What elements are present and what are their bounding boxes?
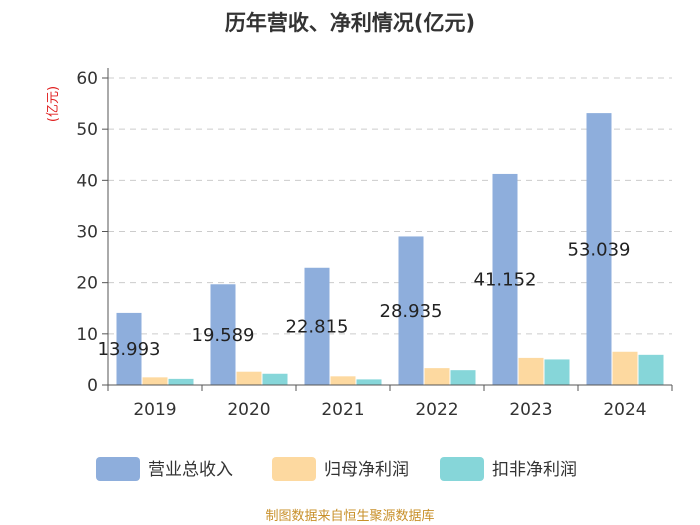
x-tick-label: 2020 <box>227 400 270 420</box>
x-tick-label: 2023 <box>509 400 552 420</box>
y-tick-label: 10 <box>76 325 98 345</box>
legend-item-扣非净利润[interactable]: 扣非净利润 <box>440 457 577 481</box>
x-tick-label: 2019 <box>133 400 176 420</box>
data-label: 53.039 <box>568 239 631 260</box>
bar-营业总收入-2021 <box>304 267 330 386</box>
bar-归母净利润-2023 <box>518 357 544 386</box>
source-note: 制图数据来自恒生聚源数据库 <box>265 508 434 524</box>
legend[interactable]: 营业总收入 归母净利润 扣非净利润 <box>96 457 577 481</box>
data-label: 19.589 <box>192 325 255 346</box>
data-label: 13.993 <box>98 339 161 360</box>
legend-label: 营业总收入 <box>148 460 233 480</box>
y-tick-label: 20 <box>76 274 98 294</box>
y-tick-label: 50 <box>76 120 98 140</box>
legend-swatch <box>272 457 316 481</box>
legend-label: 归母净利润 <box>324 460 409 480</box>
legend-swatch <box>440 457 484 481</box>
data-label: 22.815 <box>286 317 349 338</box>
x-tick-label: 2024 <box>603 400 646 420</box>
data-label: 28.935 <box>380 301 443 322</box>
data-labels: 13.993 19.589 22.815 28.935 41.152 53.039 <box>98 239 631 360</box>
bar-营业总收入-2023 <box>492 173 518 386</box>
bar-归母净利润-2024 <box>612 351 638 386</box>
bars <box>116 113 664 386</box>
legend-swatch <box>96 457 140 481</box>
grid <box>108 77 672 335</box>
bar-营业总收入-2022 <box>398 236 424 386</box>
bar-扣非净利润-2023 <box>544 359 570 386</box>
legend-item-营业总收入[interactable]: 营业总收入 <box>96 457 233 481</box>
legend-item-归母净利润[interactable]: 归母净利润 <box>272 457 409 481</box>
x-tick-label: 2021 <box>321 400 364 420</box>
y-tick-label: 30 <box>76 223 98 243</box>
legend-label: 扣非净利润 <box>492 460 577 480</box>
x-tick-label: 2022 <box>415 400 458 420</box>
x-axis: 2019 2020 2021 2022 2023 2024 <box>107 384 673 420</box>
bar-营业总收入-2024 <box>586 113 612 386</box>
bar-归母净利润-2021 <box>330 376 356 386</box>
y-tick-label: 0 <box>87 376 98 396</box>
chart-title: 历年营收、净利情况(亿元) <box>225 11 475 35</box>
bar-归母净利润-2019 <box>142 377 168 386</box>
bar-扣非净利润-2021 <box>356 379 382 386</box>
bar-归母净利润-2020 <box>236 371 262 386</box>
data-label: 41.152 <box>474 270 537 291</box>
y-tick-label: 40 <box>76 171 98 191</box>
y-tick-label: 60 <box>76 69 98 89</box>
bar-扣非净利润-2024 <box>638 354 664 386</box>
bar-扣非净利润-2020 <box>262 373 288 386</box>
bar-扣非净利润-2022 <box>450 370 476 386</box>
bar-扣非净利润-2019 <box>168 378 194 386</box>
bar-归母净利润-2022 <box>424 368 450 386</box>
y-axis: 0 10 20 30 40 50 60 <box>76 68 109 396</box>
y-axis-unit: (亿元) <box>46 86 61 122</box>
